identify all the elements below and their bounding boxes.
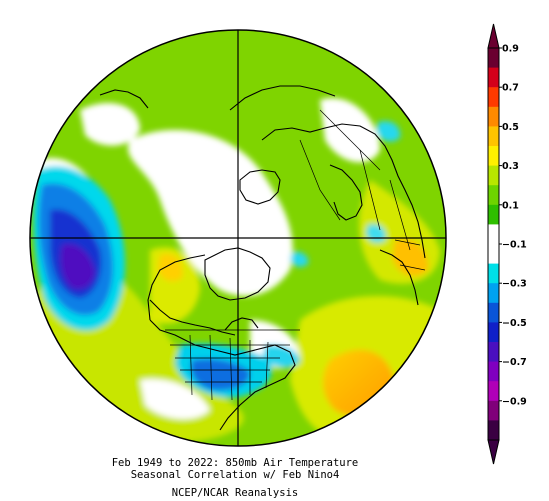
field-white-siberia [320, 98, 380, 163]
field-blue-north-america [190, 358, 250, 391]
colorbar-segment [488, 67, 499, 88]
colorbar-segment [488, 146, 499, 166]
caption-line-3: NCEP/NCAR Reanalysis [171, 487, 299, 499]
colorbar-segment [488, 185, 499, 206]
field-white-north-pacific [80, 102, 140, 146]
colorbar-segment [488, 204, 499, 225]
colorbar-segment [488, 126, 499, 147]
colorbar-segment [488, 420, 499, 441]
field-cyan-siberia [376, 120, 401, 142]
field-cyan-gulf [263, 344, 300, 368]
colorbar-segment [488, 283, 499, 304]
colorbar-label: 0.3 [502, 161, 519, 172]
colorbar-label: −0.7 [502, 357, 527, 368]
colorbar-segment [488, 224, 499, 245]
colorbar-segment [488, 322, 499, 343]
political-borders [165, 109, 426, 401]
colorbar-label: 0.9 [502, 44, 519, 55]
colorbar-segment [488, 244, 499, 264]
field-orange-mediterranean [392, 239, 429, 277]
colorbar-segment [488, 302, 499, 323]
map-disk-outline [29, 29, 447, 447]
coastlines [99, 85, 426, 431]
colorbar-segment [488, 87, 499, 108]
caption-line-1: Feb 1949 to 2022: 850mb Air Temperature [111, 457, 359, 469]
colorbar-label: 0.5 [502, 122, 519, 133]
colorbar-segment [488, 342, 499, 362]
colorbar-label: −0.3 [502, 279, 527, 290]
colorbar-segment [488, 400, 499, 421]
field-purple-pacific [60, 244, 95, 290]
colorbar-label: −0.9 [502, 396, 527, 407]
colorbar-segment [488, 361, 499, 382]
colorbar-label: 0.7 [502, 83, 519, 94]
colorbar-label: −0.1 [502, 240, 527, 251]
colorbar-segment [488, 165, 499, 186]
map-graticule [30, 30, 446, 446]
field-white-southwest [140, 379, 210, 420]
field-cyan-arctic [290, 251, 309, 267]
colorbar-top-triangle [487, 23, 500, 49]
colorbar-label: −0.5 [502, 318, 527, 329]
correlation-field [30, 30, 446, 446]
colorbar: 0.9 0.7 0.5 0.3 0.1 −0.1 −0.3 −0.5 −0.7 −0.9 [487, 23, 527, 465]
colorbar-segment [488, 48, 499, 68]
colorbar-bottom-triangle [487, 439, 500, 465]
colorbar-segment [488, 263, 499, 284]
caption-line-2: Seasonal Correlation w/ Feb Nino4 [130, 469, 340, 481]
colorbar-segment [488, 381, 499, 402]
colorbar-label: 0.1 [502, 200, 519, 211]
field-orange-north-america [158, 253, 183, 282]
colorbar-segment [488, 106, 499, 127]
